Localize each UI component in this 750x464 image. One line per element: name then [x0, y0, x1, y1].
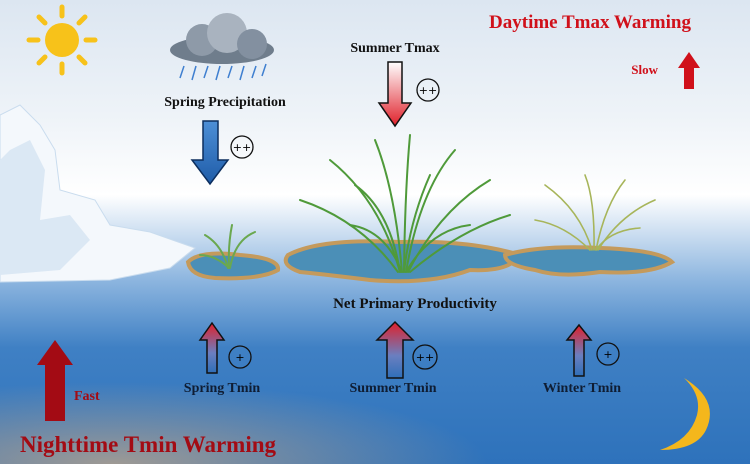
grass-icon	[199, 134, 656, 273]
svg-text:++: ++	[233, 141, 251, 154]
spring-precip-effect: ++	[230, 135, 254, 159]
fast-warming-arrow	[37, 340, 73, 421]
spring-precip-label: Spring Precipitation	[164, 95, 286, 110]
rain-cloud-icon	[170, 13, 274, 81]
spring-precip-arrow	[190, 120, 230, 186]
slow-warming-arrow	[678, 52, 700, 89]
fast-label: Fast	[74, 389, 100, 404]
moon-icon	[660, 378, 710, 450]
nighttime-title: Nighttime Tmin Warming	[20, 432, 276, 457]
winter-tmin-label: Winter Tmin	[543, 381, 621, 396]
winter-tmin-arrow	[565, 323, 593, 377]
summer-tmin-effect: ++	[412, 344, 438, 370]
daytime-title: Daytime Tmax Warming	[489, 12, 691, 33]
svg-text:+: +	[603, 348, 612, 361]
sun-icon	[26, 4, 98, 76]
summer-tmin-label: Summer Tmin	[350, 381, 437, 396]
summer-tmax-label: Summer Tmax	[350, 41, 439, 56]
spring-tmin-effect: +	[228, 345, 252, 369]
svg-text:+: +	[235, 351, 244, 364]
spring-tmin-arrow	[198, 321, 226, 374]
spring-tmin-label: Spring Tmin	[184, 381, 261, 396]
summer-tmin-arrow	[375, 320, 415, 379]
svg-text:++: ++	[419, 84, 437, 97]
summer-tmax-arrow	[377, 61, 413, 128]
svg-text:++: ++	[416, 351, 434, 364]
glacier-icon	[0, 104, 197, 283]
slow-label: Slow	[631, 62, 658, 77]
npp-label: Net Primary Productivity	[333, 296, 497, 312]
ponds	[185, 239, 676, 284]
summer-tmax-effect: ++	[416, 78, 440, 102]
winter-tmin-effect: +	[596, 342, 620, 366]
